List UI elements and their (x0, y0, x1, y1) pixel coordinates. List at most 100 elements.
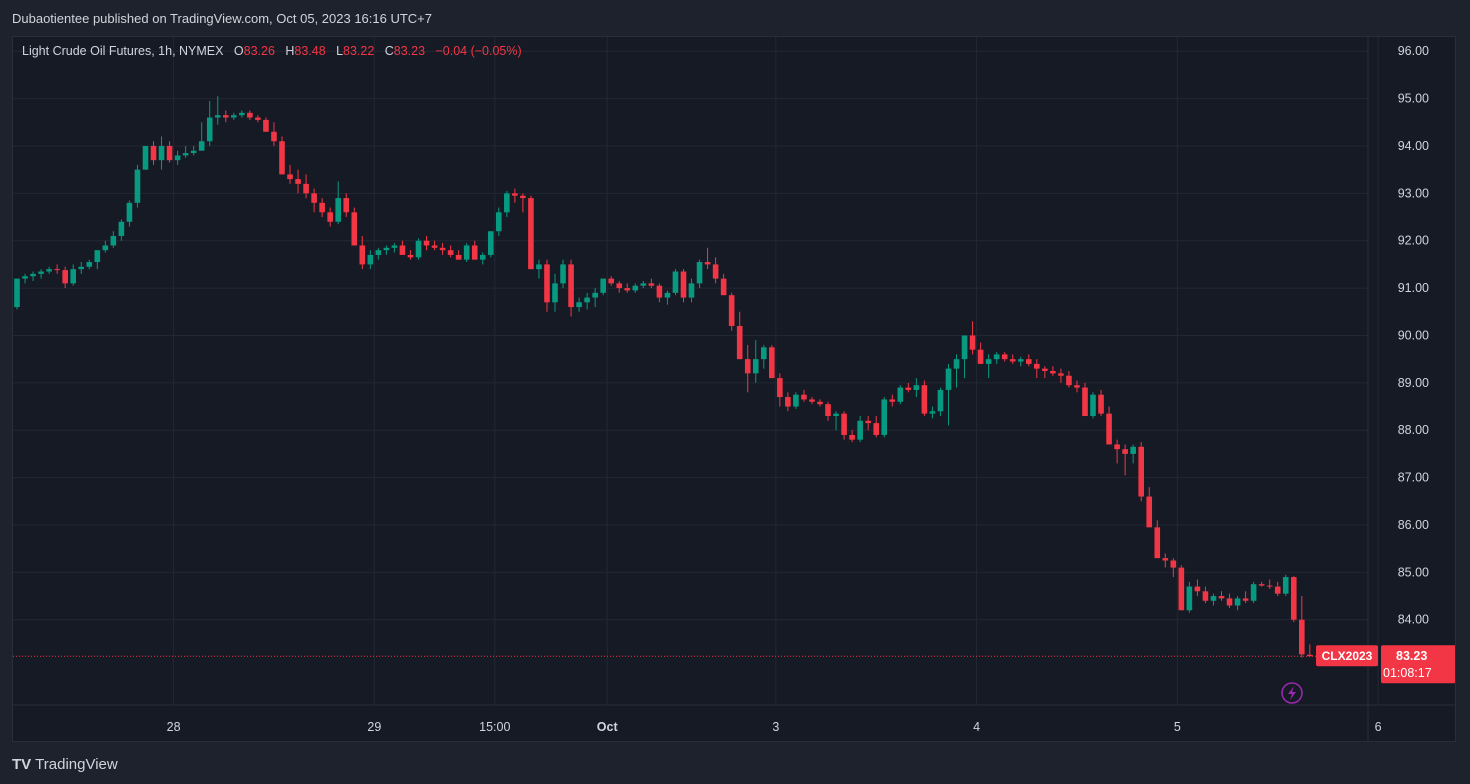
candle-body (520, 195, 526, 199)
candle-body (487, 231, 494, 255)
y-tick-label: 91.00 (1398, 281, 1429, 295)
candle-body (1242, 598, 1249, 601)
candle-body (287, 174, 293, 180)
open-value: 83.26 (243, 44, 275, 58)
candle-body (825, 404, 831, 417)
tradingview-logo[interactable]: TV (12, 755, 32, 773)
candle-body (793, 394, 799, 407)
candle-body (512, 193, 518, 196)
candle-body (929, 411, 936, 414)
y-tick-label: 94.00 (1398, 139, 1429, 153)
candle-body (1058, 373, 1064, 376)
countdown-value: 01:08:17 (1383, 666, 1432, 680)
candle-body (1282, 577, 1289, 594)
candle-body (407, 254, 414, 258)
candle-body (712, 264, 719, 279)
candle-body (30, 273, 36, 277)
candle-body (174, 155, 181, 161)
candle-body (728, 295, 735, 326)
close-value: 83.23 (393, 44, 426, 58)
candle-body (367, 254, 374, 265)
candle-body (14, 278, 20, 308)
candle-body (817, 401, 823, 405)
y-tick-label: 92.00 (1398, 234, 1429, 248)
candle-body (632, 285, 639, 291)
candle-body (423, 240, 430, 246)
candle-body (801, 394, 807, 400)
candle-body (656, 285, 663, 298)
candle-body (206, 117, 213, 142)
candle-body (1082, 387, 1088, 417)
candle-body (961, 335, 968, 360)
candle-body (255, 117, 261, 120)
candle-body (1042, 368, 1048, 371)
x-tick-label: 3 (772, 720, 779, 734)
candle-body (1218, 596, 1225, 599)
candle-body (680, 271, 687, 298)
candle-body (1001, 354, 1008, 360)
candle-body (833, 413, 839, 417)
price-tag-value: 83.23 (1396, 649, 1427, 663)
candle-body (1162, 558, 1169, 561)
candle-body (785, 397, 791, 407)
candle-body (760, 347, 767, 360)
candle-body (985, 359, 992, 364)
candle-body (455, 254, 462, 260)
candle-body (335, 198, 341, 222)
candle-body (664, 292, 671, 298)
candle-body (640, 283, 647, 286)
y-tick-label: 89.00 (1398, 376, 1429, 390)
candle-body (1154, 527, 1161, 559)
y-tick-label: 88.00 (1398, 423, 1429, 437)
candle-body (1290, 577, 1297, 620)
candle-body (1266, 585, 1273, 587)
candle-body (873, 423, 880, 435)
candle-body (688, 283, 695, 298)
candle-body (46, 269, 52, 272)
y-tick-label: 93.00 (1398, 186, 1429, 200)
price-tag (1381, 645, 1455, 684)
candle-body (22, 276, 28, 279)
candle-body (198, 141, 205, 151)
candle-body (471, 245, 478, 260)
candle-body (600, 278, 606, 293)
y-tick-label: 85.00 (1398, 565, 1429, 579)
candle-body (38, 271, 44, 274)
candle-body (1066, 375, 1072, 386)
candle-body (953, 359, 960, 369)
y-tick-label: 84.00 (1398, 613, 1429, 627)
candle-body (1202, 591, 1209, 601)
y-tick-label: 90.00 (1398, 328, 1429, 342)
candle-body (696, 262, 703, 284)
candle-body (720, 278, 727, 296)
candle-body (752, 359, 759, 374)
candle-body (1186, 586, 1193, 611)
candle-body (1194, 586, 1201, 592)
candle-body (1017, 359, 1024, 362)
candle-body (102, 245, 109, 251)
candle-body (479, 254, 486, 260)
symbol-tag-label: CLX2023 (1322, 649, 1373, 663)
low-label: L (336, 44, 344, 58)
candle-body (1074, 385, 1080, 388)
candle-body (327, 212, 333, 222)
candle-body (62, 270, 68, 284)
candlestick-chart[interactable]: 96.00 95.00 94.00 93.00 92.00 91.00 90.00 89.00… (13, 37, 1456, 742)
candle-body (1250, 584, 1257, 601)
candle-body (576, 302, 582, 308)
y-tick-label: 96.00 (1398, 44, 1429, 58)
chart-pane[interactable]: 96.00 95.00 94.00 93.00 92.00 91.00 90.00 89.00… (12, 36, 1456, 742)
lightning-icon[interactable] (1281, 682, 1303, 704)
candle-body (624, 288, 631, 291)
candle-body (1234, 598, 1241, 606)
candle-body (552, 283, 558, 303)
x-tick-label: 15:00 (479, 720, 510, 734)
candle-body (857, 420, 863, 440)
candle-body (536, 264, 542, 270)
symbol-tag (1316, 645, 1378, 667)
candle-body (447, 250, 454, 255)
symbol-title: Light Crude Oil Futures, 1h, NYMEX (22, 44, 224, 58)
candle-body (945, 368, 952, 390)
candle-body (1146, 496, 1153, 528)
brand-name[interactable]: TradingView (35, 755, 118, 773)
